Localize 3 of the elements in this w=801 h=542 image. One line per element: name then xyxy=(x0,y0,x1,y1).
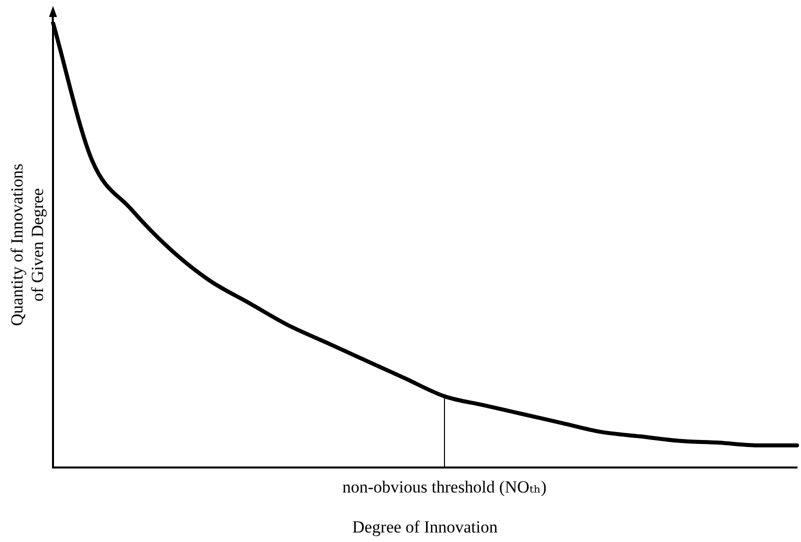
x-axis-title: Degree of Innovation xyxy=(352,517,498,536)
text: non-obvious threshold (NOₜₕ) xyxy=(342,478,547,497)
y-axis-title: Quantity of Innovations of Given Degree xyxy=(8,164,48,326)
